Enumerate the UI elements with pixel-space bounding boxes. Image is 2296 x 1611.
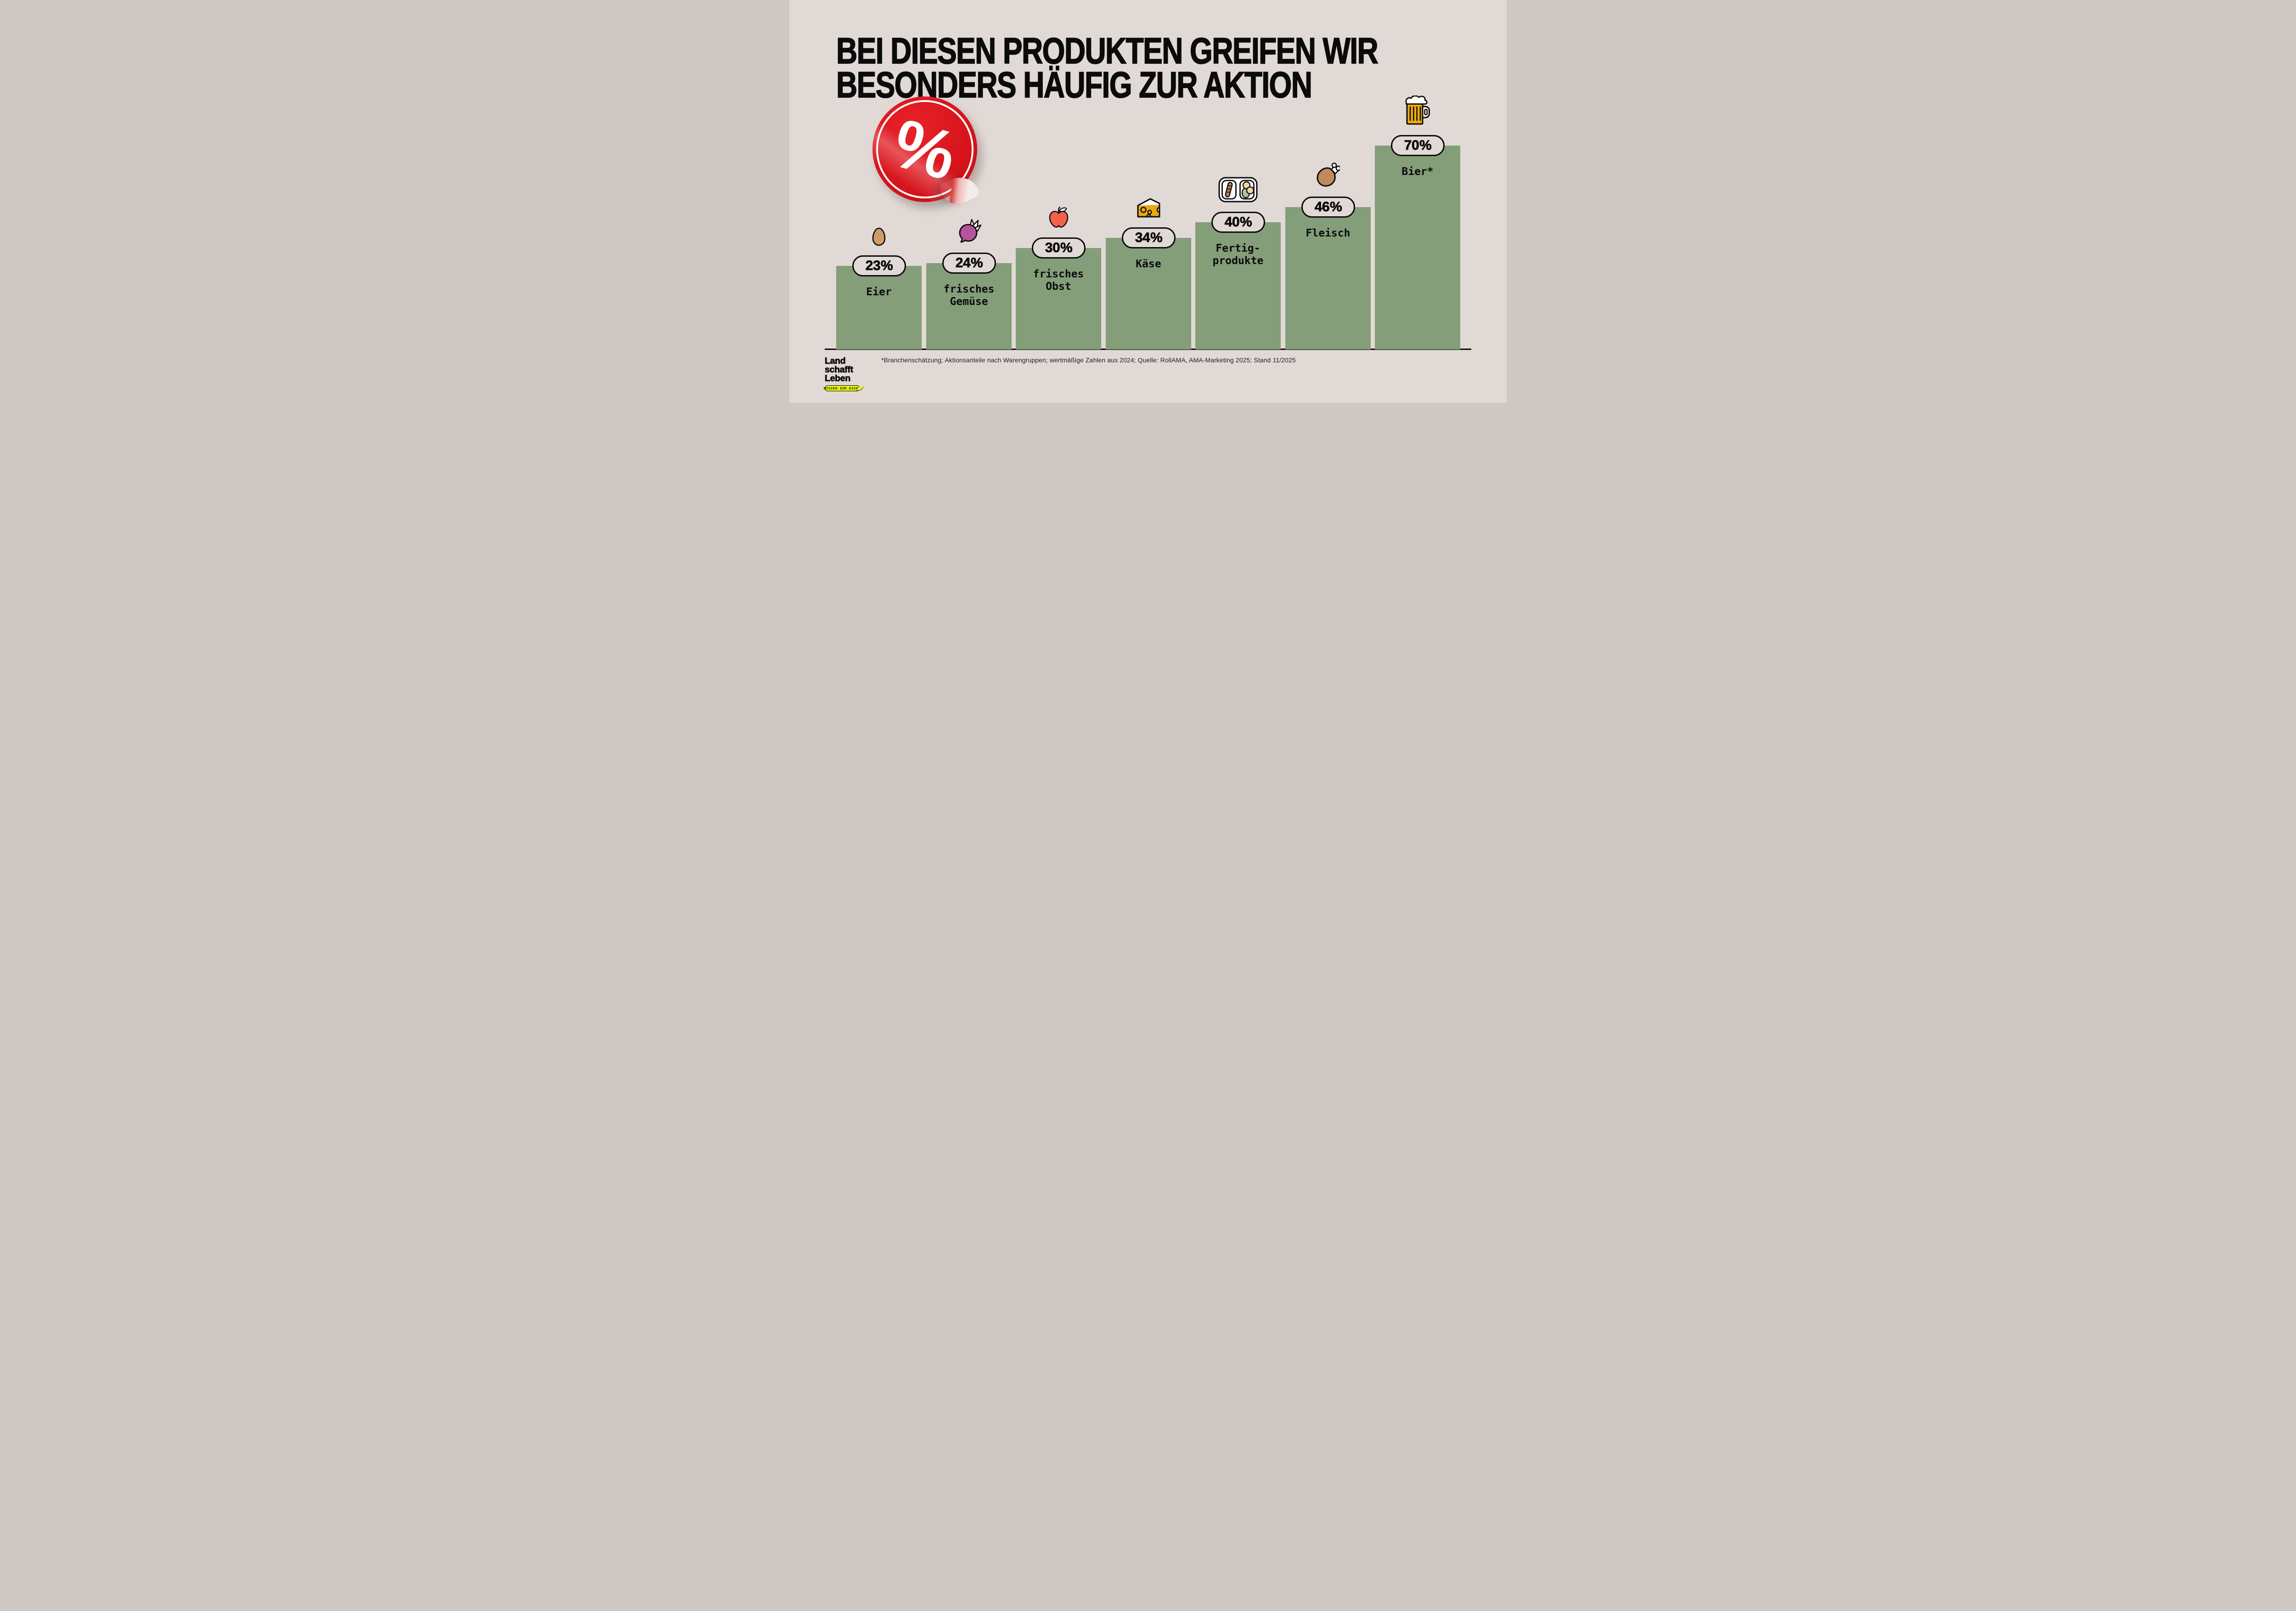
value-badge: 24 %: [942, 253, 996, 274]
label-line: frisches: [943, 283, 995, 295]
label-line: Käse: [1136, 258, 1161, 270]
label-line: Eier: [866, 286, 892, 298]
footnote: *Branchenschätzung; Aktionsanteile nach …: [881, 356, 1296, 364]
label-line: Bier*: [1401, 166, 1434, 178]
apple-icon: [1048, 207, 1069, 228]
bar-category-label: Fleisch: [1285, 227, 1371, 240]
cheese-icon: [1137, 197, 1161, 218]
logo-line-3: Leben: [825, 373, 851, 383]
sticker-ring: [876, 100, 974, 198]
badge-value: 30 %: [1045, 240, 1073, 256]
bar: [1016, 248, 1101, 349]
label-line: Obst: [1046, 281, 1071, 293]
label-line: Gemüse: [950, 296, 988, 308]
logo-tagline: WISSEN ZUM ESSEN: [823, 386, 861, 390]
bar-category-label: Eier: [836, 286, 922, 299]
bar-category-label: Käse: [1106, 258, 1191, 270]
label-line: Fertig-: [1216, 242, 1261, 254]
page-title: BEI DIESEN PRODUKTEN GREIFEN WIR BESONDE…: [836, 30, 1379, 103]
bar: [1285, 207, 1371, 349]
badge-value: 46 %: [1314, 199, 1342, 215]
discount-sticker: %: [872, 96, 981, 210]
bar: [836, 266, 922, 349]
value-badge: 70 %: [1391, 135, 1445, 156]
bar: [1106, 238, 1191, 349]
logo-line-2: schafft: [825, 365, 854, 375]
badge-value: 24 %: [955, 255, 983, 271]
bar-category-label: frisches Gemüse: [926, 283, 1012, 308]
bar-category-label: Fertig-produkte: [1195, 242, 1281, 267]
bar: [926, 263, 1012, 349]
label-line: frisches: [1033, 268, 1084, 280]
infographic-page: BEI DIESEN PRODUKTEN GREIFEN WIR BESONDE…: [789, 0, 1507, 403]
label-line: Fleisch: [1306, 227, 1351, 239]
bar-chart: 23 % Eier 24 % frisches Gemüse 30 % frisches O…: [789, 0, 1507, 403]
logo-line-1: Land: [825, 356, 846, 366]
beer-mug-icon: [1404, 96, 1431, 126]
drumstick-icon: [1316, 163, 1340, 187]
title-line-1: BEI DIESEN PRODUKTEN GREIFEN WIR: [836, 30, 1379, 71]
beet-icon: [956, 219, 982, 243]
value-badge: 23 %: [852, 255, 906, 276]
logo-tagline-bubble: WISSEN ZUM ESSEN: [823, 385, 864, 391]
egg-icon: [872, 227, 886, 246]
value-badge: 30 %: [1032, 237, 1086, 259]
value-badge: 34 %: [1122, 227, 1176, 248]
bar-category-label: Bier*: [1375, 166, 1460, 178]
value-badge: 46 %: [1301, 197, 1355, 218]
bar: [1195, 222, 1281, 349]
bar-category-label: frisches Obst: [1016, 268, 1101, 293]
bar: [1375, 146, 1460, 349]
logo-landschafftleben: Land schafft Leben: [825, 356, 854, 383]
badge-value: 23 %: [865, 258, 893, 274]
badge-value: 70 %: [1404, 138, 1432, 153]
value-badge: 40 %: [1211, 212, 1265, 233]
ready-meal-icon: [1218, 177, 1258, 203]
badge-value: 34 %: [1135, 230, 1163, 246]
label-line: produkte: [1212, 255, 1264, 267]
badge-value: 40 %: [1224, 214, 1252, 230]
